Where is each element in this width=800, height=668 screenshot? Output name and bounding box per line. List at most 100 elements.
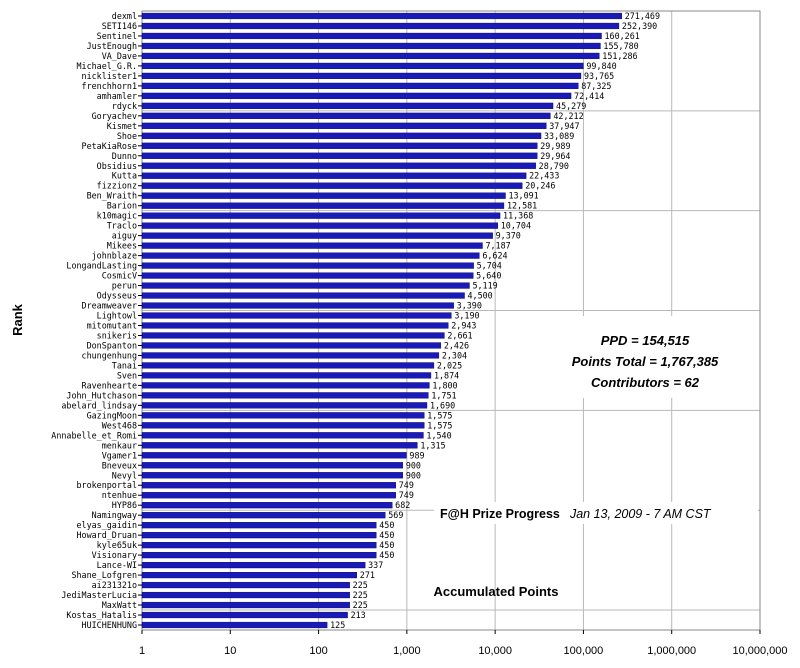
- bar: [141, 591, 350, 599]
- category-label: elyas_gaidin: [76, 520, 137, 530]
- plot-area: [141, 10, 761, 631]
- data-label: 29,964: [540, 151, 570, 161]
- data-label: 151,286: [602, 51, 637, 61]
- data-label: 72,414: [574, 91, 604, 101]
- bar: [141, 132, 542, 139]
- category-label: perun: [112, 281, 137, 291]
- bar: [141, 542, 377, 549]
- data-label: 213: [351, 610, 366, 620]
- data-label: 10,704: [501, 221, 531, 231]
- category-label: Nevyl: [112, 470, 137, 480]
- data-label: 29,989: [540, 141, 570, 151]
- bar: [141, 92, 572, 99]
- category-label: johnblaze: [92, 251, 137, 261]
- category-label: Visionary: [92, 550, 137, 560]
- data-label: 989: [409, 450, 424, 460]
- category-label: Ben_Wraith: [87, 191, 137, 201]
- category-label: GazingMoon: [87, 410, 137, 420]
- data-label: 749: [399, 480, 414, 490]
- bar: [141, 601, 350, 609]
- bar: [141, 242, 483, 249]
- category-label: Sven: [117, 370, 137, 380]
- data-label: 9,370: [496, 231, 521, 241]
- bar: [141, 12, 622, 20]
- category-label: mitomutant: [87, 320, 137, 330]
- annotation-title: F@H Prize Progress: [440, 507, 560, 521]
- category-label: Dunno: [112, 151, 137, 161]
- category-label: k10magic: [97, 211, 137, 221]
- category-label: Lightowl: [97, 311, 137, 321]
- category-label: Traclo: [107, 221, 137, 231]
- category-label: Shane_Lofgren: [71, 570, 137, 580]
- bar: [141, 432, 424, 439]
- category-label: amhamler: [97, 91, 137, 101]
- bar: [141, 292, 465, 299]
- bar: [141, 352, 440, 359]
- stats-box: PPD = 154,515 Points Total = 1,767,385 C…: [530, 316, 758, 398]
- y-axis-title: Rank: [10, 303, 25, 336]
- data-label: 337: [368, 560, 383, 570]
- data-label: 1,315: [420, 440, 445, 450]
- data-label: 33,089: [544, 131, 574, 141]
- category-label: PetaKiaRose: [82, 141, 137, 151]
- category-label: Kismet: [107, 121, 137, 131]
- category-label: kyle65uk: [97, 540, 137, 550]
- data-label: 6,624: [482, 251, 507, 261]
- category-label: Lance-WI: [97, 560, 137, 570]
- category-label: chungenhung: [82, 350, 137, 360]
- data-label: 28,790: [539, 161, 569, 171]
- data-label: 2,943: [451, 320, 476, 330]
- category-label: John_Hutchason: [66, 390, 137, 400]
- bar: [141, 312, 452, 319]
- data-label: 87,325: [581, 81, 611, 91]
- data-label: 252,390: [622, 21, 657, 31]
- x-tick-label: 1: [139, 645, 145, 657]
- category-label: ai231321o: [92, 580, 137, 590]
- bar: [141, 202, 505, 209]
- data-label: 2,025: [437, 360, 462, 370]
- data-label: 4,500: [468, 291, 493, 301]
- bar: [141, 571, 357, 579]
- data-label: 271: [360, 570, 375, 580]
- category-label: Vgamer1: [102, 450, 137, 460]
- category-label: HUICHENHUNG: [82, 620, 137, 630]
- category-label: rdyck: [112, 101, 137, 111]
- data-label: 1,540: [426, 430, 451, 440]
- bar: [141, 462, 404, 469]
- data-label: 20,246: [525, 181, 555, 191]
- data-label: 3,390: [457, 301, 482, 311]
- category-label: Mikees: [107, 241, 137, 251]
- bar: [141, 252, 480, 259]
- category-label: DonSpanton: [87, 340, 137, 350]
- bar: [141, 442, 418, 449]
- points-total-stat: Points Total = 1,767,385: [572, 354, 719, 369]
- category-label: HYP86: [112, 500, 137, 510]
- data-label: 749: [399, 490, 414, 500]
- category-label: Sentinel: [97, 31, 137, 41]
- bar: [141, 382, 430, 389]
- value-labels: 271,469252,390160,261155,780151,28699,84…: [330, 11, 660, 630]
- category-label: Michael_G.R.: [76, 61, 137, 71]
- data-label: 2,661: [447, 330, 472, 340]
- bar: [141, 192, 506, 199]
- bar: [141, 62, 584, 70]
- data-label: 450: [379, 550, 394, 560]
- data-label: 271,469: [625, 11, 660, 21]
- category-label: aiguy: [112, 231, 137, 241]
- data-label: 5,704: [477, 261, 502, 271]
- bar: [141, 392, 429, 399]
- bar: [141, 212, 501, 219]
- data-label: 12,581: [507, 201, 537, 211]
- bar: [141, 222, 498, 229]
- data-label: 11,368: [503, 211, 533, 221]
- data-label: 160,261: [605, 31, 640, 41]
- category-label: Shoe: [117, 131, 137, 141]
- bar: [141, 162, 536, 169]
- data-label: 450: [379, 540, 394, 550]
- data-label: 225: [353, 590, 368, 600]
- category-label: Odysseus: [97, 291, 137, 301]
- x-tick-label: 100: [309, 645, 327, 657]
- x-tick-label: 10,000,000: [732, 645, 787, 657]
